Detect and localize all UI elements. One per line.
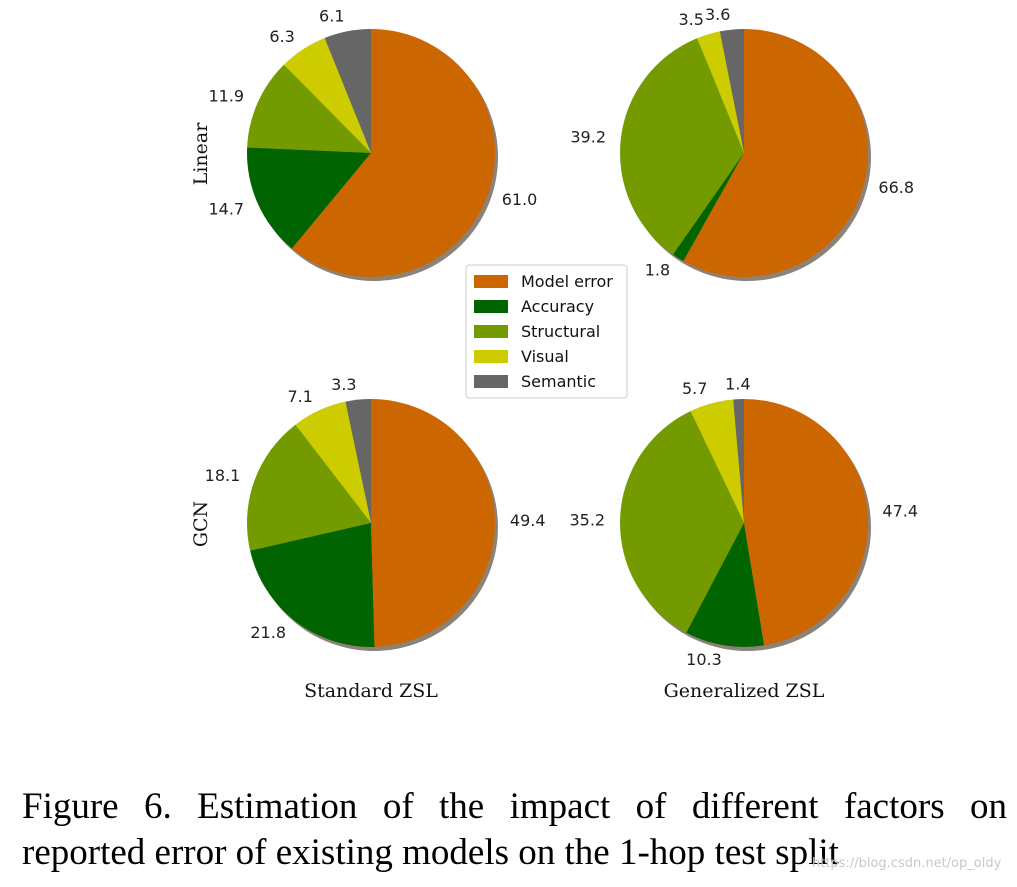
pie-value-label-visual: 3.5 (678, 10, 703, 29)
watermark: https://blog.csdn.net/op_oldy (812, 856, 1002, 871)
pie-value-label-structural: 11.9 (208, 87, 244, 106)
pie-value-label-accuracy: 1.8 (645, 261, 670, 280)
pie-value-label-structural: 35.2 (569, 510, 605, 529)
pie-wedge-accuracy (247, 147, 371, 249)
legend-label-accuracy: Accuracy (521, 297, 594, 316)
pie-wedge-semantic (719, 29, 744, 153)
pie-wedge-accuracy (686, 523, 765, 648)
pie-wedge-visual (690, 399, 744, 523)
pie-value-label-semantic: 6.1 (319, 7, 344, 26)
pie-value-label-model-error: 47.4 (882, 502, 918, 521)
pie-value-label-model-error: 66.8 (878, 178, 914, 197)
pie-wedge-structural (246, 424, 371, 551)
pie-wedge-accuracy (250, 523, 375, 648)
pie-value-label-visual: 6.3 (269, 27, 294, 46)
caption-line-1: Figure 6. Estimation of the impact of di… (22, 786, 1007, 827)
pie-wedge-model-error (744, 399, 869, 646)
pie-wedge-accuracy (672, 153, 744, 262)
legend: Model error Accuracy Structural Visual S… (465, 264, 628, 399)
pie-wedge-visual (295, 401, 371, 523)
legend-label-semantic: Semantic (521, 372, 596, 391)
legend-label-structural: Structural (521, 322, 600, 341)
pie-wedge-visual (697, 31, 744, 153)
pie-linear-generalized-zsl: 3.63.5 39.2 1.8 66.8 (570, 5, 914, 281)
pie-value-label-structural: 18.1 (205, 466, 241, 485)
legend-swatch-model-error (474, 275, 508, 288)
pie-gcn-standard-zsl: 3.3 7.1 18.1 21.8 49.4 (205, 375, 546, 651)
pie-gcn-generalized-zsl: 1.4 5.7 35.2 10.3 47.4 (569, 374, 918, 669)
caption-line-2: reported error of existing models on the… (22, 832, 839, 873)
pie-wedge-model-error (371, 399, 495, 647)
pie-wedge-semantic (324, 29, 371, 153)
pie-wedge-semantic (733, 399, 744, 523)
pie-wedge-model-error (291, 29, 496, 277)
pie-wedge-semantic (345, 399, 371, 523)
pie-value-label-accuracy: 14.7 (208, 199, 244, 218)
legend-swatch-structural (474, 325, 508, 338)
pie-value-label-semantic: 3.3 (331, 375, 356, 394)
pie-wedge-visual (283, 38, 371, 153)
legend-swatch-semantic (474, 375, 508, 388)
legend-swatch-accuracy (474, 300, 508, 313)
pie-value-label-semantic: 3.6 (705, 5, 730, 24)
row-label-linear: Linear (190, 122, 212, 186)
pie-wedge-model-error (683, 29, 869, 277)
pie-value-label-model-error: 61.0 (502, 190, 538, 209)
pie-value-label-semantic: 1.4 (725, 374, 750, 393)
pie-wedge-structural (620, 411, 744, 633)
pie-linear-standard-zsl: 6.1 6.3 11.9 14.7 61.0 (208, 7, 537, 281)
figure-caption: Figure 6. Estimation of the impact of di… (22, 784, 1007, 876)
row-label-gcn: GCN (190, 501, 212, 547)
legend-swatch-visual (474, 350, 508, 363)
pie-value-label-structural: 39.2 (570, 128, 606, 147)
column-label-generalized-zsl: Generalized ZSL (664, 680, 825, 702)
legend-label-visual: Visual (521, 347, 569, 366)
pie-value-label-visual: 7.1 (287, 387, 312, 406)
column-label-standard-zsl: Standard ZSL (304, 680, 438, 702)
pie-value-label-accuracy: 10.3 (686, 650, 722, 669)
pie-wedge-structural (247, 64, 371, 153)
legend-label-model-error: Model error (521, 272, 613, 291)
pie-value-label-visual: 5.7 (682, 379, 707, 398)
pie-chart-figure: 6.1 6.3 11.9 14.7 61.0 3.63.5 39.2 1.8 66.8 3.3 7.… (190, 5, 918, 702)
pie-value-label-accuracy: 21.8 (250, 623, 286, 642)
pie-wedge-structural (619, 38, 744, 255)
pie-value-label-model-error: 49.4 (510, 511, 546, 530)
pies-layer: 6.1 6.3 11.9 14.7 61.0 3.63.5 39.2 1.8 66.8 3.3 7.… (205, 5, 918, 669)
legend-frame (465, 264, 628, 399)
